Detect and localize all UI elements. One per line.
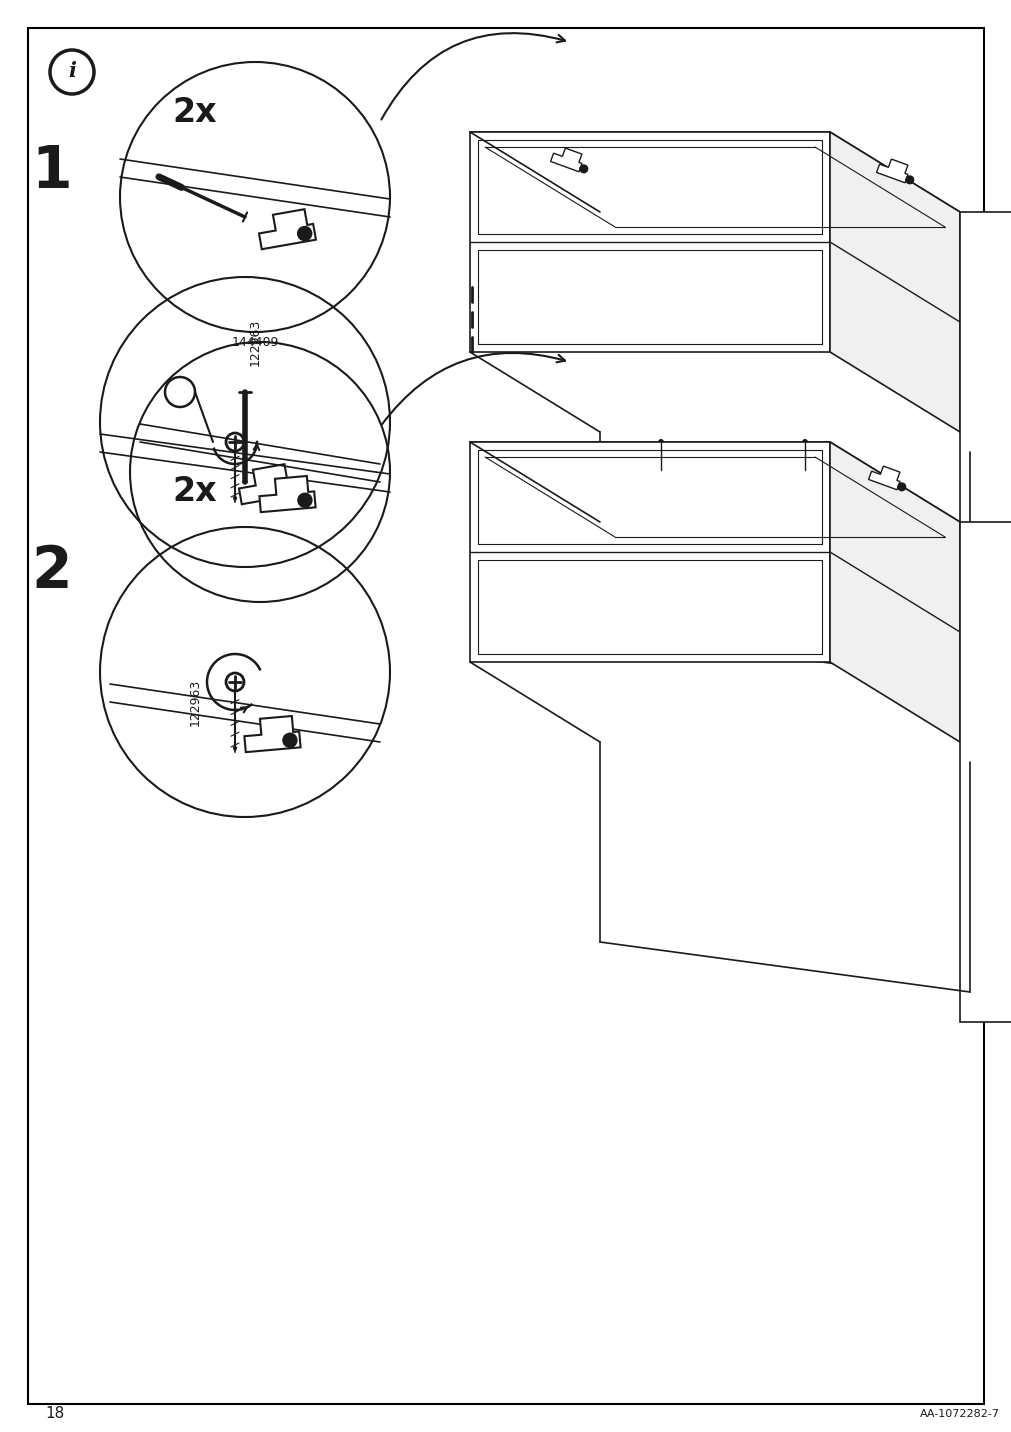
Circle shape (657, 440, 663, 445)
FancyArrowPatch shape (381, 352, 564, 425)
Polygon shape (959, 212, 1011, 712)
Circle shape (297, 226, 311, 241)
Polygon shape (829, 132, 959, 432)
Text: 2: 2 (31, 544, 72, 600)
Polygon shape (239, 464, 295, 504)
Text: 18: 18 (45, 1406, 65, 1422)
Circle shape (801, 440, 807, 445)
Circle shape (277, 481, 291, 495)
Text: 122963: 122963 (249, 318, 261, 365)
Polygon shape (233, 748, 237, 753)
Polygon shape (469, 132, 829, 352)
Circle shape (579, 165, 587, 173)
Text: 122963: 122963 (188, 679, 201, 726)
Polygon shape (959, 523, 1011, 1022)
Text: AA-1072282-7: AA-1072282-7 (919, 1409, 999, 1419)
Polygon shape (469, 442, 829, 662)
Text: 1: 1 (31, 143, 72, 200)
Circle shape (283, 733, 296, 748)
Polygon shape (259, 475, 315, 513)
Polygon shape (867, 465, 899, 490)
Text: 144409: 144409 (232, 335, 278, 348)
Circle shape (905, 176, 913, 183)
Circle shape (897, 483, 905, 491)
Polygon shape (244, 716, 300, 752)
Polygon shape (550, 147, 581, 172)
Polygon shape (233, 497, 237, 503)
Text: 2x: 2x (173, 96, 217, 129)
Text: i: i (68, 62, 76, 82)
FancyBboxPatch shape (28, 29, 983, 1403)
FancyArrowPatch shape (381, 33, 564, 119)
Polygon shape (469, 442, 959, 523)
Polygon shape (469, 132, 959, 212)
Text: 2x: 2x (173, 475, 217, 508)
Circle shape (297, 493, 311, 507)
Polygon shape (876, 159, 907, 183)
Polygon shape (259, 209, 315, 249)
Polygon shape (829, 442, 959, 742)
